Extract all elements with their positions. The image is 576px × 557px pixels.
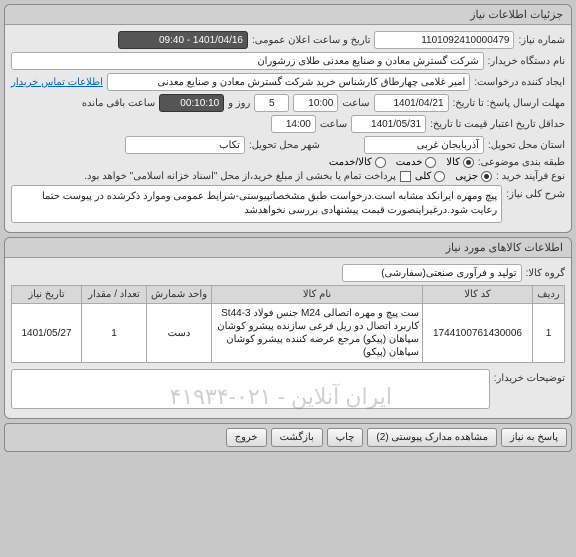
announce-label: تاریخ و ساعت اعلان عمومی:: [252, 35, 371, 46]
goods-info-panel: اطلاعات کالاهای مورد نیاز گروه کالا: تول…: [4, 237, 572, 419]
province-label: استان محل تحویل:: [488, 140, 565, 151]
contact-link[interactable]: اطلاعات تماس خریدار: [11, 77, 103, 88]
process-radio-group: جزیی کلی: [415, 171, 492, 182]
city-label: شهر محل تحویل:: [249, 140, 320, 151]
col-date: تاریخ نیاز: [12, 286, 82, 304]
col-unit: واحد شمارش: [147, 286, 212, 304]
buyer-label: نام دستگاه خریدار:: [488, 56, 565, 67]
col-name: نام کالا: [212, 286, 423, 304]
panel2-header: اطلاعات کالاهای مورد نیاز: [5, 238, 571, 258]
panel1-header: جزئیات اطلاعات نیاز: [5, 5, 571, 25]
general-desc-label: شرح کلی نیاز:: [506, 185, 565, 200]
cell-unit: دست: [147, 304, 212, 363]
group-label: گروه کالا:: [526, 268, 565, 279]
creator-field: امیر غلامی چهارطاق کارشناس خرید شرکت گست…: [107, 73, 470, 91]
treasury-checkbox[interactable]: [400, 171, 411, 182]
radio-dot-icon: [463, 157, 474, 168]
docs-button[interactable]: مشاهده مدارک پیوستی (2): [367, 428, 497, 447]
category-radio-group: کالا خدمت کالا/خدمت: [329, 157, 474, 168]
remarks-label: توضیحات خریدار:: [494, 369, 565, 384]
col-row: ردیف: [533, 286, 565, 304]
buyer-field: شرکت گسترش معادن و صنایع معدنی طلای زرشو…: [11, 52, 484, 70]
time-label-2: ساعت: [320, 119, 347, 130]
return-button[interactable]: بازگشت: [271, 428, 323, 447]
days-label: روز و: [228, 98, 250, 109]
cell-code: 1744100761430006: [423, 304, 533, 363]
category-label: طبقه بندی موضوعی:: [478, 157, 565, 168]
process-label: نوع فرآیند خرید :: [496, 171, 565, 182]
valid-time-field: 14:00: [271, 115, 316, 133]
table-row[interactable]: 1 1744100761430006 ست پیچ و مهره اتصالی …: [12, 304, 565, 363]
cell-name: ست پیچ و مهره اتصالی M24 جنس فولاد St44-…: [212, 304, 423, 363]
radio-partial[interactable]: جزیی: [455, 171, 492, 182]
deadline-time-field: 10:00: [293, 94, 338, 112]
cell-date: 1401/05/27: [12, 304, 82, 363]
col-qty: تعداد / مقدار: [82, 286, 147, 304]
remarks-box: [11, 369, 490, 409]
group-field: تولید و فرآوری صنعتی(سفارشی): [342, 264, 522, 282]
footer-bar: پاسخ به نیاز مشاهده مدارک پیوستی (2) چاپ…: [4, 423, 572, 452]
table-header-row: ردیف کد کالا نام کالا واحد شمارش تعداد /…: [12, 286, 565, 304]
cell-qty: 1: [82, 304, 147, 363]
radio-both[interactable]: کالا/خدمت: [329, 157, 386, 168]
radio-full[interactable]: کلی: [415, 171, 445, 182]
radio-goods[interactable]: کالا: [446, 157, 474, 168]
time-label-1: ساعت: [342, 98, 369, 109]
payment-note: پرداخت تمام یا بخشی از مبلغ خرید،از محل …: [84, 171, 396, 182]
deadline-date-field: 1401/04/21: [374, 94, 449, 112]
countdown-field: 00:10:10: [159, 94, 224, 112]
announce-field: 1401/04/16 - 09:40: [118, 31, 248, 49]
col-code: کد کالا: [423, 286, 533, 304]
province-field: آذربایجان غربی: [364, 136, 484, 154]
creator-label: ایجاد کننده درخواست:: [474, 77, 565, 88]
radio-dot-icon: [375, 157, 386, 168]
valid-label: حداقل تاریخ اعتبار قیمت تا تاریخ:: [430, 119, 565, 130]
valid-date-field: 1401/05/31: [351, 115, 426, 133]
need-details-panel: جزئیات اطلاعات نیاز شماره نیاز: 11010924…: [4, 4, 572, 233]
print-button[interactable]: چاپ: [327, 428, 364, 447]
city-field: تکاب: [125, 136, 245, 154]
days-field: 5: [254, 94, 289, 112]
radio-dot-icon: [481, 171, 492, 182]
need-no-field: 1101092410000479: [374, 31, 514, 49]
goods-table: ردیف کد کالا نام کالا واحد شمارش تعداد /…: [11, 285, 565, 363]
remain-label: ساعت باقی مانده: [82, 98, 155, 109]
cell-idx: 1: [533, 304, 565, 363]
exit-button[interactable]: خروج: [226, 428, 267, 447]
general-desc-box: پیچ ومهره ایرانکد مشابه است.درخواست طبق …: [11, 185, 502, 223]
radio-dot-icon: [425, 157, 436, 168]
deadline-label: مهلت ارسال پاسخ: تا تاریخ:: [453, 98, 565, 109]
radio-dot-icon: [434, 171, 445, 182]
back-button[interactable]: پاسخ به نیاز: [501, 428, 567, 447]
need-no-label: شماره نیاز:: [518, 35, 565, 46]
radio-service[interactable]: خدمت: [396, 157, 437, 168]
